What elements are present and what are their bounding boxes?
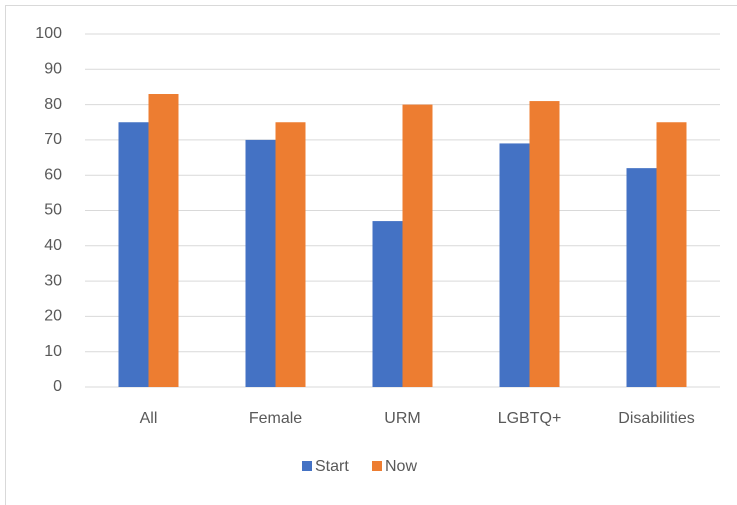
legend-label: Now (385, 458, 417, 475)
y-tick-label: 50 (44, 202, 62, 219)
bar (402, 104, 433, 387)
bar (656, 122, 687, 387)
x-tick-label: LGBTQ+ (498, 410, 562, 427)
x-tick-label: Female (249, 410, 302, 427)
x-tick-label: Disabilities (618, 410, 694, 427)
y-tick-label: 30 (44, 272, 62, 289)
y-tick-label: 100 (35, 25, 62, 42)
y-tick-label: 70 (44, 131, 62, 148)
bar (372, 221, 403, 387)
legend-label: Start (315, 458, 349, 475)
legend-swatch (372, 461, 382, 471)
y-tick-label: 20 (44, 308, 62, 325)
x-tick-label: All (140, 410, 158, 427)
legend-swatch (302, 461, 312, 471)
x-tick-label: URM (384, 410, 420, 427)
bar (529, 101, 560, 387)
bar (626, 168, 657, 387)
bar (245, 139, 276, 387)
bar (275, 122, 306, 387)
bar (118, 122, 149, 387)
bar (499, 143, 530, 387)
y-tick-label: 40 (44, 237, 62, 254)
y-tick-label: 80 (44, 96, 62, 113)
y-tick-label: 10 (44, 343, 62, 360)
bar (148, 94, 179, 387)
y-tick-label: 0 (53, 378, 62, 395)
chart-frame (5, 5, 737, 505)
y-tick-label: 60 (44, 166, 62, 183)
y-tick-label: 90 (44, 61, 62, 78)
